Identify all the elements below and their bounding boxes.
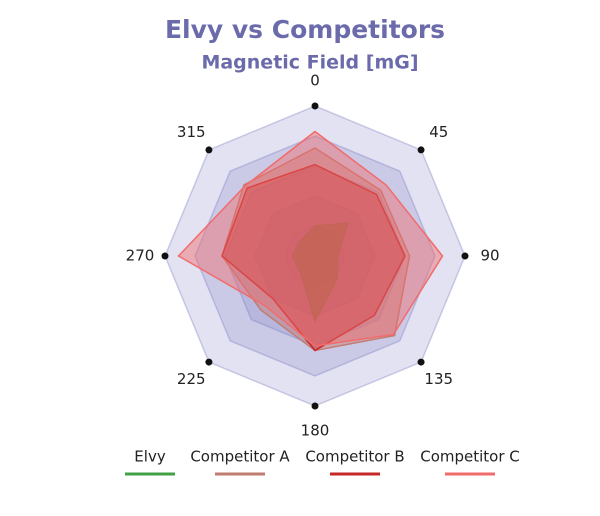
- chart-subtitle: Magnetic Field [mG]: [201, 52, 418, 74]
- axis-dot: [205, 146, 213, 154]
- axis-dot: [161, 252, 169, 260]
- series-area: [221, 163, 406, 352]
- axis-label: 315: [177, 123, 206, 141]
- axis-dot: [417, 358, 425, 366]
- axis-label: 45: [429, 123, 448, 141]
- axis-label: 90: [480, 247, 499, 265]
- series-area: [177, 130, 444, 347]
- axis-label: 270: [126, 247, 155, 265]
- axis-label: 0: [310, 72, 320, 90]
- series-area: [291, 222, 349, 323]
- legend-label: Competitor C: [420, 448, 520, 466]
- chart-title: Elvy vs Competitors: [165, 15, 445, 44]
- axis-label: 225: [177, 370, 206, 388]
- axis-dot: [417, 146, 425, 154]
- axis-dot: [311, 402, 319, 410]
- legend-label: Elvy: [134, 448, 166, 466]
- axis-dot: [311, 102, 319, 110]
- axis-label: 135: [424, 370, 453, 388]
- legend-label: Competitor A: [190, 448, 290, 466]
- axis-dot: [461, 252, 469, 260]
- legend-label: Competitor B: [305, 448, 404, 466]
- axis-dot: [205, 358, 213, 366]
- axis-label: 180: [301, 422, 330, 440]
